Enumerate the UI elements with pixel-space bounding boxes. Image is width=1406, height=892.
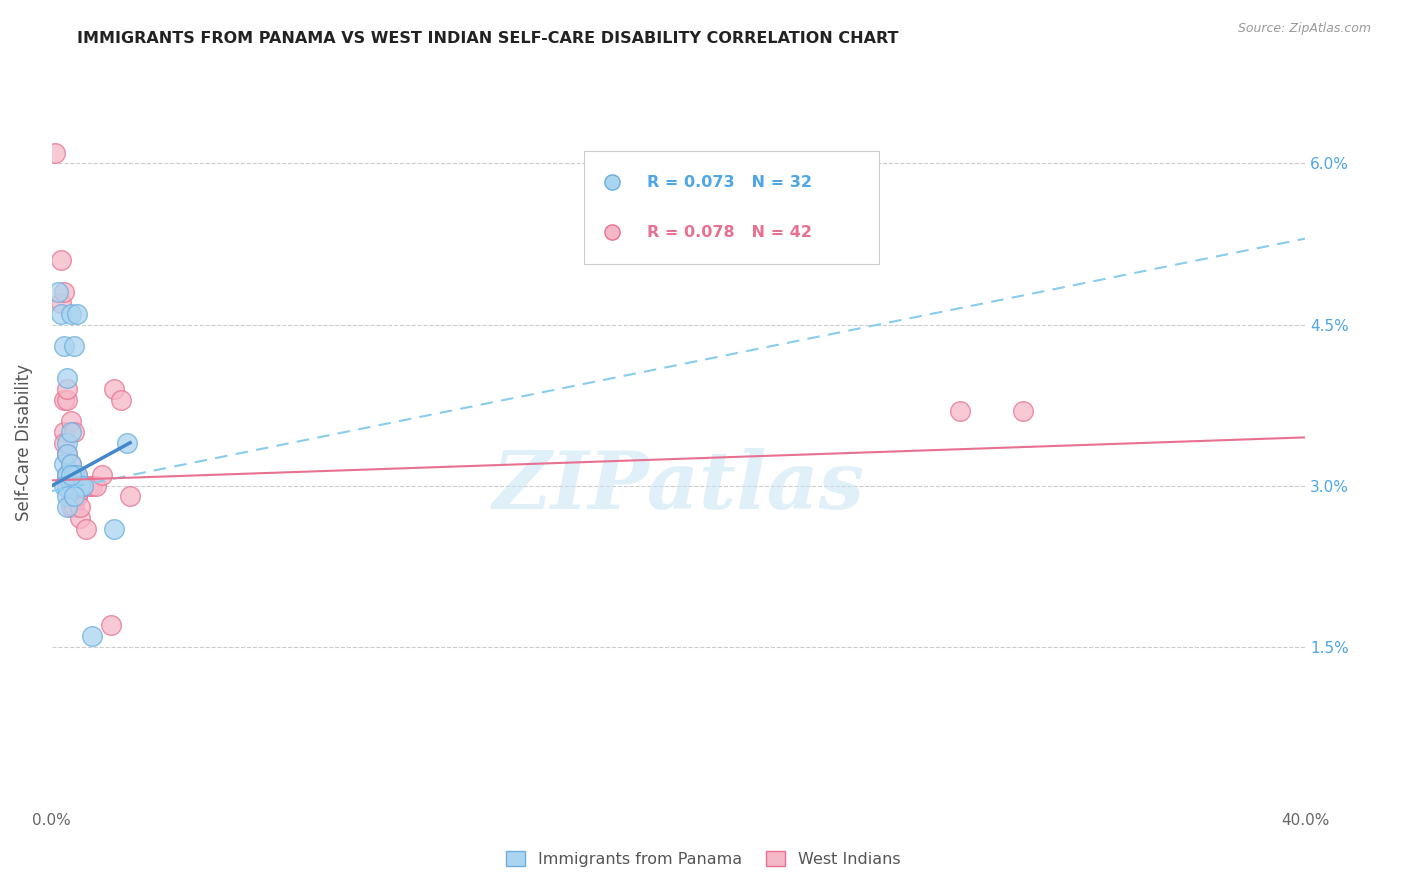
Point — [66, 468, 89, 483]
Point — [82, 629, 104, 643]
FancyBboxPatch shape — [585, 151, 879, 264]
Point — [56, 435, 79, 450]
Point — [56, 392, 79, 407]
Point — [46, 285, 69, 300]
Point — [75, 522, 97, 536]
Point — [53, 435, 76, 450]
Point — [49, 296, 72, 310]
Text: Source: ZipAtlas.com: Source: ZipAtlas.com — [1237, 22, 1371, 36]
Point — [62, 468, 84, 483]
Point — [82, 479, 104, 493]
Point — [56, 468, 79, 483]
Point — [59, 468, 82, 483]
Point — [59, 468, 82, 483]
Point — [56, 479, 79, 493]
Point — [120, 490, 142, 504]
Point — [69, 511, 91, 525]
Point — [62, 490, 84, 504]
Point — [53, 339, 76, 353]
Point — [56, 371, 79, 385]
Point — [62, 490, 84, 504]
Point — [66, 490, 89, 504]
Point — [56, 468, 79, 483]
Point — [103, 382, 125, 396]
Point — [59, 490, 82, 504]
Point — [100, 618, 122, 632]
Point — [103, 522, 125, 536]
Text: IMMIGRANTS FROM PANAMA VS WEST INDIAN SELF-CARE DISABILITY CORRELATION CHART: IMMIGRANTS FROM PANAMA VS WEST INDIAN SE… — [77, 31, 898, 46]
Point — [53, 392, 76, 407]
Point — [66, 479, 89, 493]
Point — [56, 500, 79, 515]
Legend: Immigrants from Panama, West Indians: Immigrants from Panama, West Indians — [498, 844, 908, 875]
Point — [69, 479, 91, 493]
Point — [56, 468, 79, 483]
Point — [56, 479, 79, 493]
Point — [62, 479, 84, 493]
Point — [49, 253, 72, 268]
Point — [56, 479, 79, 493]
Point — [56, 382, 79, 396]
Point — [59, 457, 82, 471]
Point — [62, 339, 84, 353]
Point — [115, 435, 138, 450]
Text: ZIPatlas: ZIPatlas — [492, 448, 865, 525]
Point — [62, 425, 84, 439]
Point — [69, 500, 91, 515]
Point — [59, 414, 82, 428]
Point — [59, 425, 82, 439]
Point — [69, 479, 91, 493]
Point — [84, 479, 107, 493]
Point — [53, 457, 76, 471]
Y-axis label: Self-Care Disability: Self-Care Disability — [15, 364, 32, 521]
Point — [72, 479, 94, 493]
Point — [66, 468, 89, 483]
Point — [49, 307, 72, 321]
Point — [66, 479, 89, 493]
Point — [59, 500, 82, 515]
Point — [66, 307, 89, 321]
Point — [59, 479, 82, 493]
Point — [53, 285, 76, 300]
Text: R = 0.073   N = 32: R = 0.073 N = 32 — [647, 175, 813, 190]
Point — [90, 468, 112, 483]
Point — [949, 403, 972, 417]
Point — [59, 457, 82, 471]
Point — [44, 145, 66, 160]
Point — [56, 446, 79, 460]
Point — [56, 490, 79, 504]
Point — [53, 479, 76, 493]
Point — [79, 479, 101, 493]
Point — [1012, 403, 1035, 417]
Point — [53, 425, 76, 439]
Point — [62, 479, 84, 493]
Point — [56, 446, 79, 460]
Point — [110, 392, 132, 407]
Point — [59, 307, 82, 321]
Point — [62, 500, 84, 515]
Point — [62, 468, 84, 483]
Text: R = 0.078   N = 42: R = 0.078 N = 42 — [647, 225, 813, 240]
Point — [66, 490, 89, 504]
Point — [59, 479, 82, 493]
Point — [72, 479, 94, 493]
Point — [69, 479, 91, 493]
